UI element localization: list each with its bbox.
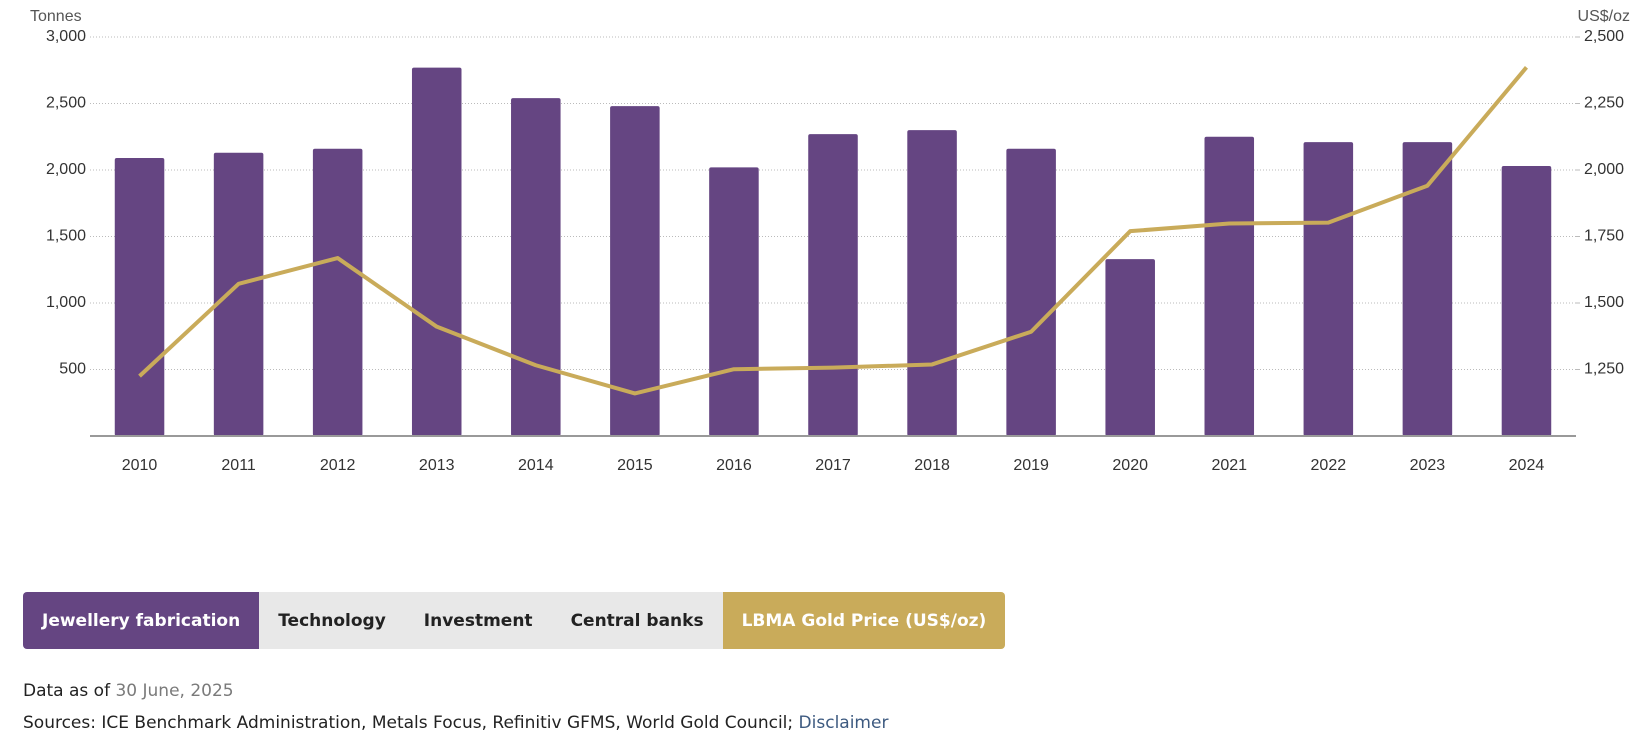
y2-axis-title: US$/oz — [1578, 8, 1630, 25]
sources-text: Sources: ICE Benchmark Administration, M… — [23, 713, 794, 733]
bar — [1105, 259, 1155, 436]
bar — [808, 134, 858, 436]
tab[interactable]: Central banks — [551, 592, 723, 649]
x-tick-label: 2011 — [221, 457, 256, 474]
x-tick-label: 2016 — [716, 457, 752, 474]
x-tick-label: 2014 — [518, 457, 554, 474]
x-tick-label: 2020 — [1112, 457, 1148, 474]
tab-bar: Jewellery fabrication Technology Investmen… — [23, 592, 1006, 649]
x-tick-label: 2022 — [1311, 457, 1347, 474]
x-tick-label: 2012 — [320, 457, 356, 474]
bar — [1501, 166, 1552, 436]
bar — [1204, 136, 1255, 436]
bar — [312, 148, 363, 436]
y2-tick-label: 1,250 — [1584, 361, 1624, 378]
y-tick-label: 2,000 — [46, 161, 86, 178]
bar — [610, 106, 660, 436]
tab[interactable]: Investment — [404, 592, 552, 649]
disclaimer-link[interactable]: Disclaimer — [798, 713, 889, 733]
x-tick-label: 2023 — [1410, 457, 1446, 474]
tab[interactable]: Technology — [259, 592, 405, 649]
x-tick-label: 2015 — [617, 457, 653, 474]
sources: Sources: ICE Benchmark Administration, M… — [23, 713, 888, 733]
chart: Tonnes US$/oz 500 1,000 1,500 2,000 2,500 3,0… — [30, 8, 1630, 474]
bar — [1402, 142, 1453, 436]
y2-tick-label: 1,500 — [1584, 294, 1624, 311]
bar — [114, 158, 165, 436]
y-tick-label: 2,500 — [46, 95, 86, 112]
y-tick-label: 500 — [59, 361, 86, 378]
tab[interactable]: LBMA Gold Price (US$/oz) — [722, 592, 1006, 649]
x-tick-label: 2019 — [1013, 457, 1049, 474]
price-line — [138, 66, 1529, 396]
bar — [511, 98, 561, 437]
bar — [1006, 148, 1056, 436]
y-axis-title: Tonnes — [30, 8, 82, 25]
bar — [1303, 142, 1354, 436]
y2-tick-label: 2,000 — [1584, 161, 1624, 178]
y-tick-label: 1,500 — [46, 228, 86, 245]
x-tick-label: 2024 — [1509, 457, 1545, 474]
data-as-of: Data as of — [23, 681, 111, 701]
y2-tick-label: 1,750 — [1584, 228, 1624, 245]
x-tick-label: 2021 — [1211, 457, 1247, 474]
date: 30 June, 2025 — [115, 681, 234, 701]
x-tick-label: 2018 — [914, 457, 950, 474]
bar — [213, 152, 264, 436]
y-tick-label: 3,000 — [46, 28, 86, 45]
x-tick-label: 2010 — [122, 457, 158, 474]
x-tick-label: 2013 — [419, 457, 455, 474]
y2-tick-label: 2,250 — [1584, 95, 1624, 112]
y2-tick-label: 2,500 — [1584, 28, 1624, 45]
y-tick-label: 1,000 — [46, 294, 86, 311]
bar — [411, 67, 462, 436]
x-tick-label: 2017 — [815, 457, 851, 474]
bar — [709, 167, 759, 436]
tab[interactable]: Jewellery fabrication — [23, 592, 260, 649]
data-date: Data as of 30 June, 2025 — [23, 681, 234, 701]
bar — [907, 130, 957, 436]
